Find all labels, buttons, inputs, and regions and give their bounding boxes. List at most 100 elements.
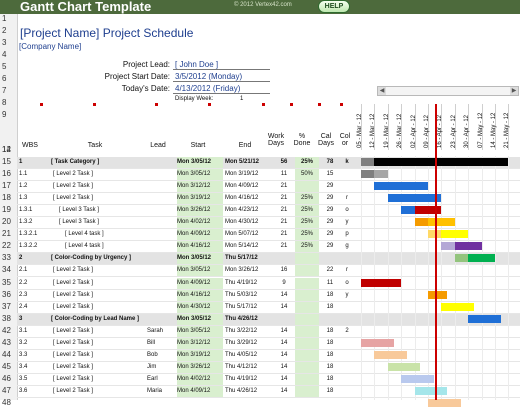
row-number[interactable]: 12 (2, 145, 11, 154)
cell-col[interactable]: y (345, 219, 349, 226)
cell-work[interactable]: 14 (280, 363, 288, 370)
cell-task[interactable]: [ Level 2 Task ] (53, 267, 93, 274)
cell-task[interactable]: [ Level 2 Task ] (53, 291, 93, 298)
cell-task[interactable]: [ Level 2 Task ] (53, 375, 93, 382)
table-row[interactable]: 1.3 [ Level 2 Task ] Mon 3/19/12 Mon 4/16/1… (17, 193, 520, 206)
cell-work[interactable]: 21 (280, 219, 288, 226)
cell-wbs[interactable]: 3.1 (19, 327, 28, 334)
table-row[interactable]: 2 [ Color-Coding by Urgency ] Mon 3/05/12 T… (17, 253, 520, 266)
cell-work[interactable]: 16 (280, 267, 288, 274)
cell-work[interactable]: 14 (280, 303, 288, 310)
cell-start[interactable]: Mon 3/05/12 (177, 169, 223, 181)
cell-task[interactable]: [ Level 3 Task ] (59, 207, 99, 214)
cell-col[interactable] (341, 253, 353, 264)
cell-task[interactable]: [ Level 2 Task ] (53, 195, 93, 202)
row-number[interactable]: 16 (2, 169, 11, 179)
row-number[interactable]: 1 (2, 14, 7, 23)
cell-col[interactable] (341, 386, 353, 397)
cell-cal[interactable]: 15 (326, 171, 334, 178)
cell-start[interactable]: Mon 3/05/12 (177, 325, 223, 337)
row-number[interactable]: 42 (2, 325, 11, 335)
col-header-pct-done[interactable]: % Done (293, 133, 311, 147)
cell-cal[interactable]: 22 (326, 267, 334, 274)
cell-task[interactable]: [ Level 4 task ] (65, 243, 104, 250)
cell-col[interactable] (341, 362, 353, 373)
cell-work[interactable]: 14 (280, 291, 288, 298)
cell-task[interactable]: [ Level 2 Task ] (53, 303, 93, 310)
cell-wbs[interactable]: 2.3 (19, 291, 28, 298)
cell-start[interactable]: Mon 3/26/12 (177, 361, 223, 373)
cell-lead[interactable]: Sarah (147, 327, 164, 334)
gantt-bar[interactable] (441, 230, 469, 239)
table-row[interactable]: 3.3 [ Level 2 Task ] Bob Mon 3/19/12 Thu 4/0… (17, 349, 520, 362)
row-number[interactable]: 43 (2, 337, 11, 347)
cell-work[interactable]: 21 (280, 207, 288, 214)
project-lead-field[interactable]: [ John Doe ] (173, 60, 270, 70)
cell-start[interactable]: Mon 3/05/12 (177, 253, 223, 265)
table-row[interactable]: 1.1 [ Level 2 Task ] Mon 3/05/12 Mon 3/19/1… (17, 169, 520, 182)
gantt-bar[interactable] (414, 386, 448, 395)
row-number[interactable]: 37 (2, 301, 11, 311)
table-row[interactable]: 1.3.1 [ Level 3 Task ] Mon 3/26/12 Mon 4/23… (17, 205, 520, 218)
cell-work[interactable]: 21 (280, 195, 288, 202)
cell-end[interactable]: Mon 3/19/12 (225, 171, 259, 178)
cell-cal[interactable]: 18 (326, 327, 334, 334)
row-number[interactable]: 17 (2, 181, 11, 191)
cell-start[interactable]: Mon 3/19/12 (177, 349, 223, 361)
cell-work[interactable]: 11 (280, 171, 288, 178)
gantt-bar[interactable] (374, 182, 428, 191)
cell-task[interactable]: [ Level 3 Task ] (59, 219, 99, 226)
cell-task[interactable]: [ Level 2 Task ] (53, 339, 93, 346)
cell-col[interactable] (341, 181, 353, 192)
cell-pct[interactable]: 25% (295, 217, 319, 229)
cell-work[interactable]: 14 (280, 339, 288, 346)
cell-wbs[interactable]: 1 (19, 159, 23, 165)
cell-work[interactable]: 21 (280, 231, 288, 238)
cell-end[interactable]: Thu 4/19/12 (225, 279, 258, 286)
cell-start[interactable]: Mon 4/16/12 (177, 241, 223, 253)
cell-pct[interactable] (295, 385, 319, 397)
cell-end[interactable]: Mon 5/14/12 (225, 243, 259, 250)
cell-wbs[interactable]: 1.3.2 (19, 219, 33, 226)
table-row[interactable]: 1.3.2.2 [ Level 4 task ] Mon 4/16/12 Mon 5/… (17, 241, 520, 254)
gantt-bar[interactable] (468, 254, 495, 263)
table-row[interactable]: 3.6 [ Level 2 Task ] Maria Mon 4/09/12 Thu 4… (17, 385, 520, 398)
table-row[interactable]: 2.1 [ Level 2 Task ] Mon 3/05/12 Mon 3/26/1… (17, 265, 520, 278)
cell-end[interactable]: Mon 3/26/12 (225, 267, 259, 274)
cell-lead[interactable]: Bill (147, 339, 156, 346)
gantt-bar[interactable] (387, 194, 442, 203)
cell-lead[interactable]: Jim (147, 363, 157, 370)
row-number[interactable]: 3 (2, 38, 7, 47)
cell-work[interactable]: 56 (280, 159, 288, 165)
cell-wbs[interactable]: 1.3.2.1 (19, 231, 38, 238)
project-title[interactable]: [Project Name] Project Schedule (20, 26, 194, 40)
cell-cal[interactable]: 11 (326, 279, 334, 286)
cell-pct[interactable] (295, 301, 319, 313)
col-header-color[interactable]: Col or (339, 133, 351, 147)
cell-task[interactable]: [ Level 2 Task ] (53, 183, 93, 190)
cell-wbs[interactable]: 2.1 (19, 267, 28, 274)
cell-cal[interactable]: 29 (326, 243, 334, 250)
cell-wbs[interactable]: 1.3.1 (19, 207, 33, 214)
gantt-bar[interactable] (401, 374, 434, 383)
cell-col[interactable] (341, 374, 353, 385)
gantt-bar[interactable] (414, 218, 428, 227)
cell-start[interactable]: Mon 4/02/12 (177, 217, 223, 229)
col-header-task[interactable]: Task (87, 142, 103, 149)
cell-start[interactable]: Mon 4/02/12 (177, 373, 223, 385)
cell-start[interactable]: Mon 4/16/12 (177, 289, 223, 301)
cell-col[interactable]: r (346, 195, 348, 202)
row-number[interactable]: 48 (2, 398, 11, 407)
col-header-lead[interactable]: Lead (150, 142, 166, 149)
gantt-bar[interactable] (401, 206, 415, 215)
gantt-bar[interactable] (428, 230, 442, 239)
col-header-work-days[interactable]: Work Days (267, 133, 285, 147)
cell-work[interactable]: 14 (280, 351, 288, 358)
row-number[interactable]: 6 (2, 74, 7, 83)
row-number[interactable]: 14 (2, 144, 11, 154)
gantt-bar[interactable] (428, 399, 461, 407)
cell-work[interactable] (275, 253, 293, 264)
cell-end[interactable]: Mon 5/21/12 (225, 159, 260, 165)
cell-wbs[interactable]: 2.4 (19, 303, 28, 310)
cell-cal[interactable] (321, 253, 339, 264)
